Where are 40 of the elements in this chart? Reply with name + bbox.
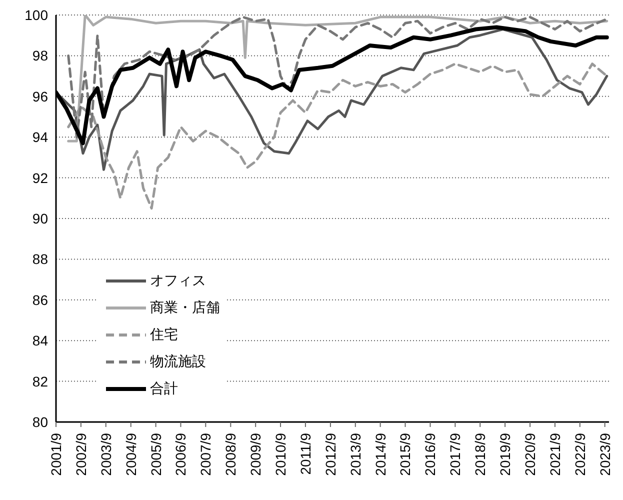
- y-tick-label: 96: [32, 88, 48, 104]
- x-tick-label: 2016/9: [422, 432, 438, 476]
- x-tick-label: 2001/9: [48, 432, 64, 476]
- x-tick-label: 2003/9: [98, 432, 114, 476]
- legend-label: 物流施設: [150, 352, 206, 370]
- x-tick-label: 2021/9: [546, 432, 563, 476]
- x-tick-label: 2011/9: [297, 432, 314, 475]
- y-tick-label: 94: [32, 129, 48, 146]
- x-tick-label: 2018/9: [472, 432, 488, 476]
- legend-label: 住宅: [150, 326, 178, 344]
- x-tick-label: 2006/9: [172, 432, 189, 476]
- y-tick-label: 80: [32, 414, 48, 430]
- x-tick-label: 2009/9: [248, 432, 264, 476]
- x-tick-label: 2014/9: [372, 432, 388, 476]
- legend-label: 合計: [150, 380, 178, 398]
- y-tick-label: 92: [32, 170, 48, 186]
- y-tick-label: 100: [24, 6, 48, 23]
- x-tick-label: 2008/9: [222, 432, 239, 476]
- y-tick-label: 86: [32, 292, 48, 308]
- x-tick-label: 2013/9: [347, 432, 364, 476]
- x-tick-label: 2022/9: [572, 432, 588, 476]
- x-tick-label: 2020/9: [522, 432, 538, 476]
- x-tick-label: 2004/9: [122, 432, 139, 476]
- x-tick-label: 2010/9: [272, 432, 289, 476]
- x-tick-label: 2023/9: [596, 432, 613, 476]
- x-tick-label: 2019/9: [497, 432, 514, 476]
- x-tick-label: 2017/9: [447, 432, 464, 476]
- y-tick-label: 82: [32, 373, 48, 390]
- y-tick-label: 90: [32, 210, 48, 226]
- y-tick-label: 98: [32, 48, 48, 64]
- y-tick-label: 88: [32, 251, 48, 268]
- legend-label: オフィス: [150, 272, 206, 290]
- x-tick-label: 2007/9: [198, 432, 214, 476]
- legend-label: 商業・店舗: [150, 298, 220, 316]
- x-tick-label: 2005/9: [148, 432, 164, 476]
- y-tick-label: 84: [32, 332, 48, 349]
- x-tick-label: 2002/9: [72, 432, 89, 476]
- x-tick-label: 2015/9: [397, 432, 414, 476]
- line-series: [67, 62, 608, 210]
- x-tick-label: 2012/9: [322, 432, 338, 476]
